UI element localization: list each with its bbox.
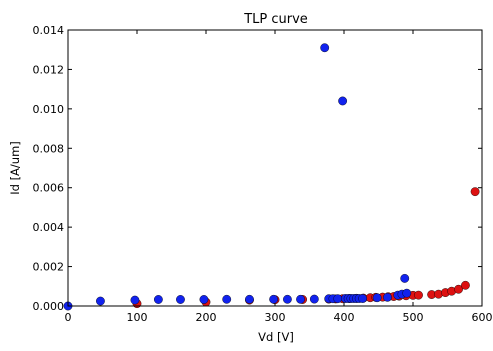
- x-axis-label: Vd [V]: [258, 330, 294, 344]
- data-point-series-1: [338, 96, 348, 106]
- x-tick-label: 0: [65, 311, 72, 324]
- data-point-series-0: [454, 284, 463, 294]
- y-tick-label: 0.006: [33, 182, 65, 195]
- data-point-series-1: [333, 294, 343, 304]
- data-point-series-1: [358, 294, 368, 303]
- x-tick-label: 200: [196, 311, 217, 324]
- data-point-series-1: [400, 273, 410, 283]
- y-tick-label: 0.010: [33, 103, 65, 116]
- y-tick-label: 0.014: [33, 24, 65, 37]
- x-tick-label: 100: [127, 311, 148, 324]
- data-points-layer: [63, 43, 480, 311]
- data-point-series-1: [96, 296, 105, 306]
- data-point-series-1: [130, 295, 140, 305]
- data-point-series-1: [402, 288, 412, 298]
- x-tick-label: 500: [403, 311, 424, 324]
- data-point-series-1: [372, 293, 382, 303]
- data-point-series-1: [283, 294, 292, 304]
- x-tick-label: 400: [334, 311, 355, 324]
- y-tick-label: 0.000: [33, 300, 65, 313]
- data-point-series-0: [470, 187, 480, 197]
- y-axis-label: Id [A/um]: [8, 141, 22, 195]
- ticks-layer: 0 100 200 300 400 500 600 0.000 0.002 0.004 0.006 0…: [33, 24, 493, 324]
- data-point-series-1: [309, 294, 319, 304]
- x-tick-label: 300: [265, 311, 286, 324]
- y-tick-label: 0.012: [33, 63, 65, 76]
- data-point-series-1: [320, 43, 330, 53]
- y-tick-label: 0.008: [33, 142, 65, 155]
- data-point-series-1: [296, 294, 305, 304]
- chart-title: TLP curve: [243, 12, 308, 27]
- y-tick-label: 0.004: [33, 221, 65, 234]
- data-point-series-1: [383, 292, 392, 302]
- data-point-series-1: [199, 295, 209, 304]
- data-point-series-0: [414, 290, 423, 300]
- data-point-series-1: [153, 295, 163, 304]
- data-point-series-1: [245, 294, 254, 304]
- data-point-series-1: [269, 294, 279, 304]
- y-tick-label: 0.002: [33, 261, 65, 274]
- plot-frame: [67, 29, 483, 307]
- x-tick-label: 600: [472, 311, 493, 324]
- data-point-series-1: [222, 294, 232, 304]
- data-point-series-1: [176, 295, 185, 304]
- data-point-series-0: [461, 280, 470, 290]
